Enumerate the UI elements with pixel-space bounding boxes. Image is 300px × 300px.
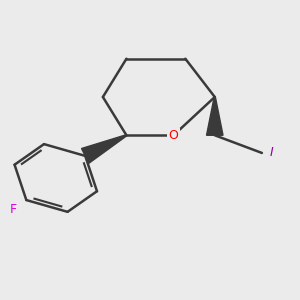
Polygon shape <box>206 97 223 135</box>
Text: F: F <box>10 203 17 216</box>
Text: I: I <box>269 146 273 159</box>
Polygon shape <box>82 135 127 163</box>
Text: O: O <box>169 129 178 142</box>
